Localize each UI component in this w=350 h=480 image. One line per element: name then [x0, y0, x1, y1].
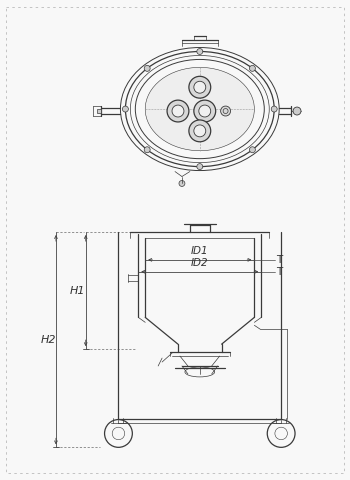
Circle shape [199, 105, 211, 117]
Circle shape [220, 106, 231, 116]
Circle shape [194, 81, 206, 93]
Circle shape [197, 164, 203, 169]
Circle shape [293, 107, 301, 115]
Circle shape [189, 76, 211, 98]
Circle shape [189, 120, 211, 142]
Circle shape [179, 180, 185, 186]
Circle shape [194, 100, 216, 122]
Circle shape [250, 147, 256, 153]
Circle shape [122, 106, 128, 112]
Circle shape [271, 106, 277, 112]
Text: H1: H1 [70, 286, 85, 296]
Circle shape [144, 65, 150, 72]
Text: ID2: ID2 [191, 258, 209, 268]
Text: T: T [276, 267, 282, 277]
Circle shape [144, 147, 150, 153]
Circle shape [197, 48, 203, 55]
Text: T: T [276, 255, 282, 265]
Circle shape [194, 125, 206, 137]
Text: H2: H2 [40, 335, 56, 345]
Text: ID1: ID1 [191, 246, 209, 256]
Ellipse shape [145, 67, 254, 151]
Circle shape [250, 65, 256, 72]
Circle shape [172, 105, 184, 117]
Bar [97, 109, 100, 113]
Circle shape [167, 100, 189, 122]
